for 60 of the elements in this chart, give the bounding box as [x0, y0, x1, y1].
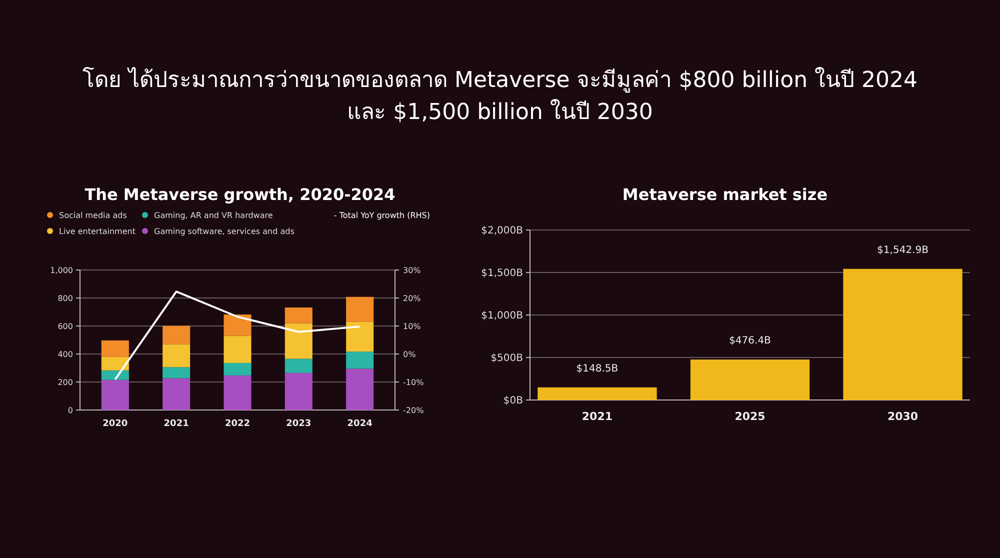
- bar: [101, 356, 129, 370]
- x-tick-label: 2024: [347, 419, 372, 429]
- y2-tick-label: 20%: [403, 294, 422, 303]
- legend-label: Social media ads: [59, 210, 127, 220]
- y2-tick-label: -20%: [403, 406, 424, 415]
- data-label: $1,542.9B: [877, 244, 929, 256]
- bar: [690, 360, 810, 400]
- x-tick-label: 2030: [887, 410, 918, 423]
- y-tick-label: 800: [58, 294, 73, 303]
- bar: [538, 387, 657, 400]
- legend-label: Live entertainment: [59, 226, 136, 236]
- bar: [284, 323, 312, 359]
- bar: [162, 378, 190, 410]
- y-tick-label: 1,000: [50, 266, 73, 275]
- bar: [162, 326, 190, 344]
- y2-tick-label: 0%: [403, 350, 416, 359]
- line-series: [114, 290, 361, 380]
- y-tick-label: 400: [58, 350, 73, 359]
- bar: [346, 368, 374, 410]
- bar: [346, 322, 374, 352]
- y-tick-label: $1,500B: [481, 268, 524, 279]
- y-tick-label: $1,000B: [481, 310, 524, 322]
- y-tick-label: $0B: [503, 396, 524, 406]
- y-tick-label: $500B: [490, 353, 524, 364]
- y2-tick-label: 30%: [403, 266, 422, 275]
- x-tick-label: 2022: [224, 419, 250, 429]
- bar: [101, 340, 129, 357]
- legend-label: Gaming software, services and ads: [154, 226, 294, 236]
- x-tick-label: 2020: [102, 419, 128, 429]
- bar: [346, 352, 374, 369]
- y-tick-label: 200: [58, 378, 73, 387]
- bar: [101, 370, 129, 380]
- text: - Total YoY growth (RHS): [334, 210, 430, 220]
- bar: [162, 344, 190, 368]
- bar: [224, 375, 252, 410]
- y2-tick-label: -10%: [403, 378, 424, 387]
- data-label: $476.4B: [729, 336, 772, 347]
- y-tick-label: $2,000B: [481, 226, 524, 236]
- bar: [224, 362, 252, 376]
- bar: [162, 367, 190, 378]
- text: โดย ได้ประมาณการว่าขนาดของตลาด Metaverse จะมีมูลค่า $800 billion ในปี 2024 และ $1,500 billion ในปี 2030: [82, 66, 918, 127]
- x-tick-label: 2021: [164, 419, 189, 429]
- bar: [284, 308, 312, 324]
- bar: [101, 380, 129, 410]
- chart-title: The Metaverse growth, 2020-2024: [84, 185, 396, 204]
- bar: [224, 336, 252, 363]
- y-tick-label: 0: [68, 406, 73, 415]
- bar: [284, 358, 312, 373]
- x-tick-label: 2025: [734, 410, 766, 423]
- chart-title: Metaverse market size: [622, 185, 828, 204]
- bar: [346, 296, 374, 322]
- legend-label: Gaming, AR and VR hardware: [154, 210, 273, 220]
- y2-tick-label: 10%: [403, 322, 422, 331]
- bar: [224, 314, 252, 336]
- x-tick-label: 2023: [286, 419, 312, 429]
- data-label: $148.5B: [576, 363, 618, 374]
- y-tick-label: 600: [58, 322, 73, 331]
- bar: [843, 268, 962, 400]
- x-tick-label: 2021: [582, 410, 613, 423]
- bar: [284, 372, 312, 410]
